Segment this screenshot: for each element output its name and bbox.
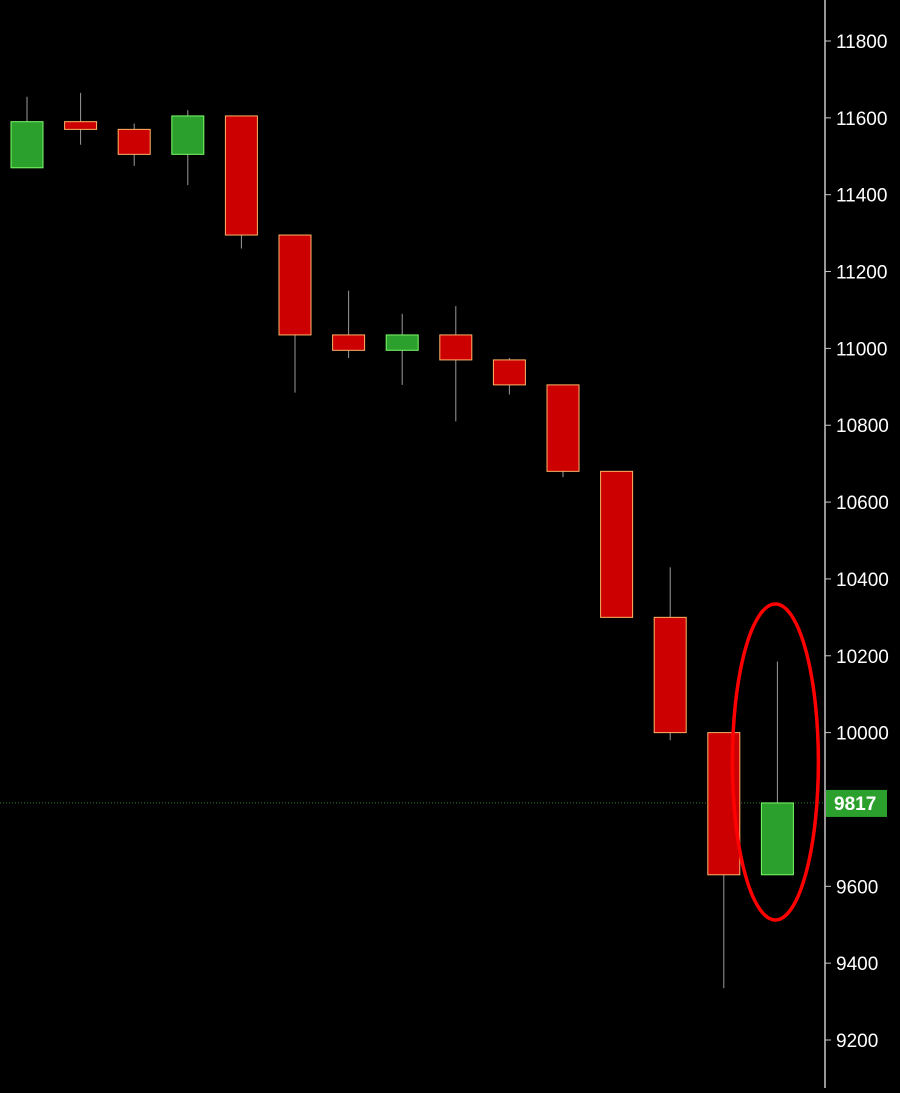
candle: [439, 306, 473, 422]
candle: [64, 92, 98, 145]
current-price-label: 9817: [834, 794, 876, 815]
candle-body-down: [600, 470, 634, 618]
candle: [600, 470, 634, 618]
price-axis-tick-label: 9200: [836, 1031, 878, 1052]
candle-body-down: [64, 121, 98, 130]
candle: [385, 313, 419, 385]
candle-body-up: [171, 115, 205, 155]
candle-body-down: [224, 115, 258, 236]
current-price-label-box: [826, 789, 887, 817]
price-axis-tick-label: 10800: [836, 416, 889, 437]
price-axis-tick-label: 9600: [836, 877, 878, 898]
price-axis-tick-label: 10600: [836, 493, 889, 514]
highlight-layer: [730, 602, 821, 922]
candle-body-down: [439, 334, 473, 361]
candle: [653, 567, 687, 741]
price-axis-tick-label: 10000: [836, 724, 889, 745]
candle: [546, 384, 580, 478]
price-axis-tick-label: 11600: [836, 109, 887, 130]
candle: [10, 96, 44, 169]
candle-body-down: [117, 128, 151, 155]
candles-layer: [10, 92, 794, 989]
candle: [171, 110, 205, 186]
price-axis-tick-label: 11400: [836, 186, 887, 207]
candle: [117, 123, 151, 166]
highlight-ellipse: [730, 602, 821, 922]
candle: [332, 290, 366, 358]
candle-body-down: [492, 359, 526, 386]
price-axis-tick-label: 10400: [836, 570, 889, 591]
price-axis: 11800 11600 11400 11200 11000 10800 10600 10400…: [824, 0, 889, 1088]
candle-body-down: [332, 334, 366, 351]
candle: [278, 234, 312, 393]
candle: [492, 357, 526, 395]
price-axis-tick-label: 11800: [836, 32, 887, 53]
candle-body-up: [10, 121, 44, 169]
candle: [760, 661, 794, 876]
price-axis-tick-label: 11200: [836, 263, 887, 284]
candle: [707, 732, 741, 989]
candle-body-up: [760, 802, 794, 876]
price-axis-tick-label: 11000: [836, 339, 887, 360]
candle: [224, 115, 258, 249]
candle-body-up: [385, 334, 419, 351]
price-axis-tick-label: 10200: [836, 647, 889, 668]
candle-body-down: [546, 384, 580, 472]
candle-body-down: [278, 234, 312, 336]
candle-body-down: [653, 616, 687, 734]
price-axis-tick-label: 9400: [836, 954, 878, 975]
